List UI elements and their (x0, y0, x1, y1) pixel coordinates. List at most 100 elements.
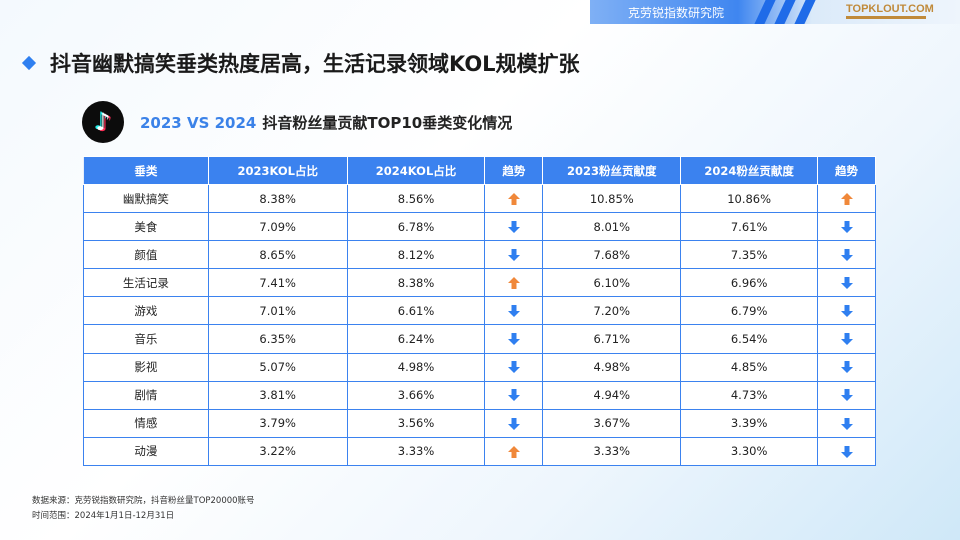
top-banner: 克劳锐指数研究院 TOPKLOUT.COM (590, 0, 960, 24)
arrow-down-icon (840, 361, 853, 374)
arrow-down-icon (840, 389, 853, 402)
value-cell: 8.56% (346, 183, 486, 214)
arrow-up-icon (507, 445, 520, 458)
diamond-bullet-icon (21, 55, 37, 71)
value-cell: 6.61% (346, 296, 486, 326)
value-cell: 4.85% (680, 352, 819, 382)
trend-cell (817, 324, 876, 354)
value-cell: 3.33% (542, 436, 682, 466)
arrow-down-icon (840, 248, 853, 261)
trend-cell (817, 183, 876, 214)
table-row: 颜值 8.65% 8.12% 7.68% 7.35% (83, 240, 876, 270)
arrow-down-icon (507, 220, 520, 233)
trend-cell (484, 352, 544, 382)
table-row: 生活记录 7.41% 8.38% 6.10% 6.96% (83, 268, 876, 298)
arrow-up-icon (507, 192, 520, 205)
table-row: 游戏 7.01% 6.61% 7.20% 6.79% (83, 296, 876, 326)
table-title: 2023 VS 2024 抖音粉丝量贡献TOP10垂类变化情况 (140, 112, 512, 133)
value-cell: 7.35% (680, 240, 819, 270)
value-cell: 6.54% (680, 324, 819, 354)
value-cell: 6.71% (542, 324, 682, 354)
category-cell: 剧情 (83, 380, 209, 410)
value-cell: 7.68% (542, 240, 682, 270)
arrow-down-icon (507, 305, 520, 318)
trend-cell (484, 268, 544, 298)
value-cell: 3.79% (207, 408, 348, 438)
trend-cell (817, 240, 876, 270)
value-cell: 6.35% (207, 324, 348, 354)
value-cell: 7.09% (207, 212, 348, 242)
value-cell: 4.98% (346, 352, 486, 382)
trend-cell (484, 380, 544, 410)
trend-cell (484, 212, 544, 242)
arrow-down-icon (840, 417, 853, 430)
category-cell: 游戏 (83, 296, 209, 326)
table-title-highlight: 2023 VS 2024 (140, 114, 257, 132)
value-cell: 8.65% (207, 240, 348, 270)
arrow-down-icon (507, 333, 520, 346)
trend-cell (484, 296, 544, 326)
time-range-note: 时间范围：2024年1月1日-12月31日 (32, 511, 175, 521)
topklout-logo: TOPKLOUT.COM (846, 3, 934, 15)
arrow-down-icon (840, 305, 853, 318)
table-row: 情感 3.79% 3.56% 3.67% 3.39% (83, 408, 876, 438)
arrow-down-icon (840, 277, 853, 290)
value-cell: 4.94% (542, 380, 682, 410)
tiktok-logo-icon: ♪ (82, 101, 124, 143)
value-cell: 6.79% (680, 296, 819, 326)
arrow-down-icon (507, 389, 520, 402)
table-row: 影视 5.07% 4.98% 4.98% 4.85% (83, 352, 876, 382)
value-cell: 7.41% (207, 268, 348, 298)
category-cell: 音乐 (83, 324, 209, 354)
decor-slash (794, 0, 816, 24)
value-cell: 5.07% (207, 352, 348, 382)
value-cell: 3.30% (680, 436, 819, 466)
trend-cell (817, 352, 876, 382)
value-cell: 3.81% (207, 380, 348, 410)
arrow-down-icon (840, 220, 853, 233)
category-cell: 美食 (83, 212, 209, 242)
column-header: 2024KOL占比 (346, 156, 486, 185)
trend-cell (817, 296, 876, 326)
value-cell: 3.66% (346, 380, 486, 410)
value-cell: 6.24% (346, 324, 486, 354)
arrow-up-icon (840, 192, 853, 205)
category-cell: 幽默搞笑 (83, 183, 209, 214)
value-cell: 6.96% (680, 268, 819, 298)
category-cell: 颜值 (83, 240, 209, 270)
decor-slash (754, 0, 776, 24)
decor-slash (774, 0, 796, 24)
org-name: 克劳锐指数研究院 (628, 6, 725, 20)
value-cell: 3.39% (680, 408, 819, 438)
value-cell: 10.86% (680, 183, 819, 214)
trend-cell (817, 212, 876, 242)
trend-cell (817, 436, 876, 466)
arrow-up-icon (507, 277, 520, 290)
table-header-row: 垂类 2023KOL占比 2024KOL占比 趋势 2023粉丝贡献度 2024粉丝贡献度… (83, 156, 876, 185)
column-header: 趋势 (484, 156, 544, 185)
table-title-text: 抖音粉丝量贡献TOP10垂类变化情况 (262, 114, 513, 132)
arrow-down-icon (507, 417, 520, 430)
trend-cell (484, 240, 544, 270)
value-cell: 6.10% (542, 268, 682, 298)
value-cell: 3.22% (207, 436, 348, 466)
column-header: 2023粉丝贡献度 (542, 156, 682, 185)
value-cell: 4.98% (542, 352, 682, 382)
value-cell: 8.01% (542, 212, 682, 242)
column-header: 趋势 (817, 156, 876, 185)
value-cell: 3.67% (542, 408, 682, 438)
value-cell: 6.78% (346, 212, 486, 242)
value-cell: 8.38% (346, 268, 486, 298)
trend-cell (817, 268, 876, 298)
arrow-down-icon (840, 445, 853, 458)
data-source-note: 数据来源：克劳锐指数研究院，抖音粉丝量TOP20000账号 (32, 496, 255, 506)
trend-cell (484, 183, 544, 214)
table-row: 幽默搞笑 8.38% 8.56% 10.85% 10.86% (83, 183, 876, 214)
value-cell: 7.01% (207, 296, 348, 326)
column-header: 2024粉丝贡献度 (680, 156, 819, 185)
value-cell: 7.20% (542, 296, 682, 326)
trend-cell (484, 408, 544, 438)
category-cell: 情感 (83, 408, 209, 438)
value-cell: 7.61% (680, 212, 819, 242)
vertical-change-table: 垂类 2023KOL占比 2024KOL占比 趋势 2023粉丝贡献度 2024粉丝贡献度… (83, 156, 876, 466)
